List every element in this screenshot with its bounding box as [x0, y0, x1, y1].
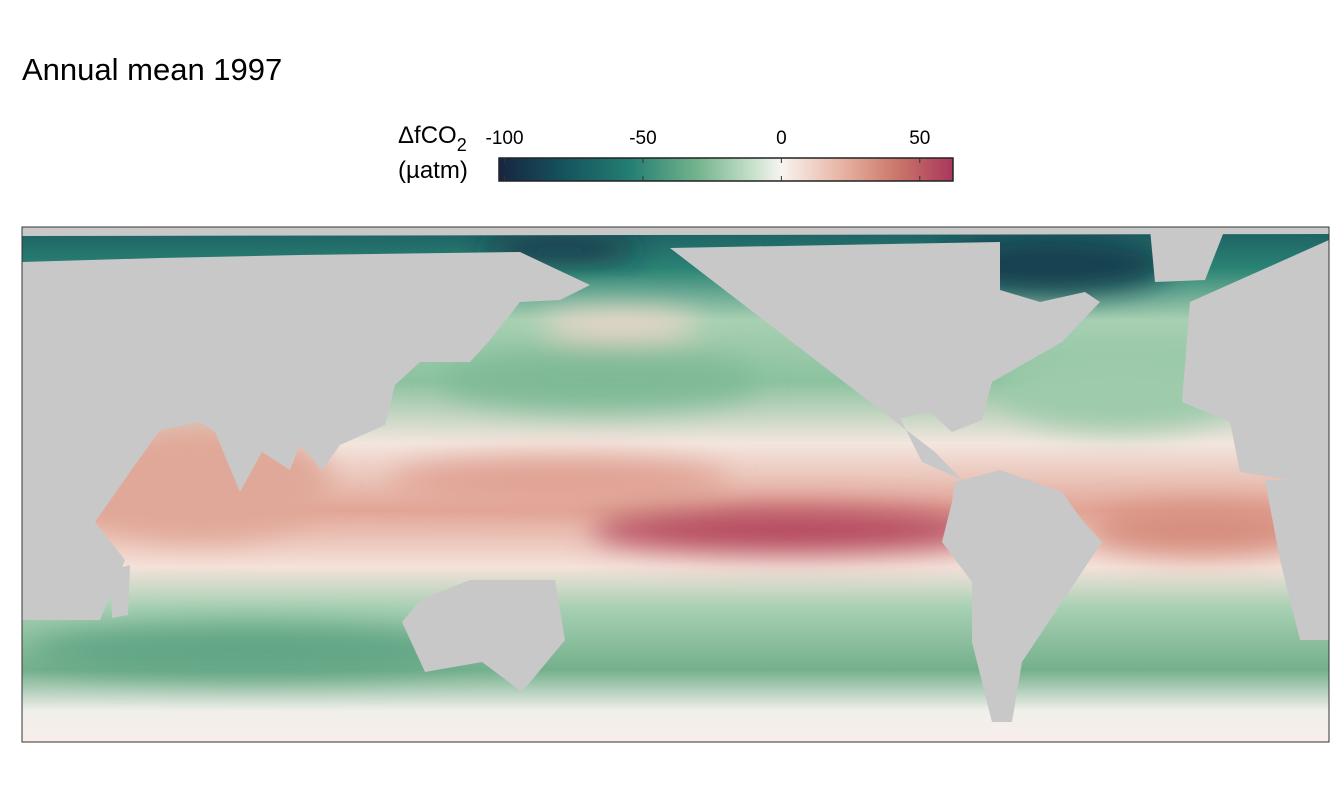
- colorbar-tick-label: 0: [776, 128, 787, 149]
- colorbar-tick-label: 50: [909, 128, 930, 149]
- map: [22, 227, 1329, 742]
- colorbar-tick-label: -100: [486, 128, 524, 149]
- title: Annual mean 1997: [22, 52, 282, 87]
- colorbar: -100 -50 0 50: [486, 128, 954, 182]
- colorbar-scale: [498, 157, 954, 182]
- legend-title: ΔfCO2: [398, 122, 467, 155]
- colorbar-tick-label: -50: [629, 128, 656, 149]
- map-frame: [21, 226, 1330, 743]
- legend-unit: (µatm): [398, 157, 468, 184]
